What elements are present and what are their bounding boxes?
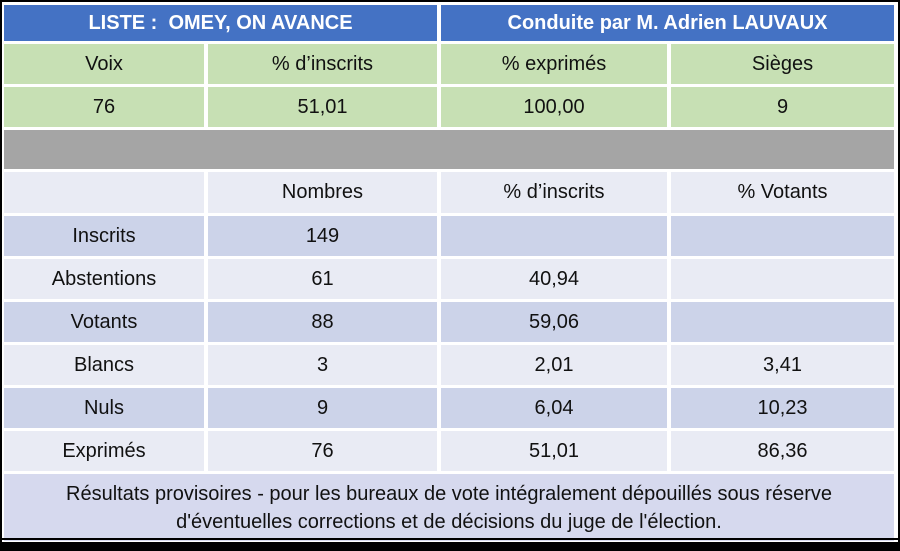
summary-header-sieges: Sièges	[671, 44, 894, 84]
list-title: LISTE : OMEY, ON AVANCE	[4, 5, 437, 41]
provisional-results-note: Résultats provisoires - pour les bureaux…	[4, 474, 894, 541]
stats-header-nombres: Nombres	[208, 172, 437, 213]
cell-abstentions-pct-inscrits: 40,94	[441, 259, 667, 299]
cell-nuls-pct-inscrits: 6,04	[441, 388, 667, 428]
summary-header-pct-exprimes: % exprimés	[441, 44, 667, 84]
summary-value-pct-exprimes: 100,00	[441, 87, 667, 127]
list-conductor: Conduite par M. Adrien LAUVAUX	[441, 5, 894, 41]
cell-exprimes-nombres: 76	[208, 431, 437, 471]
cell-abstentions-nombres: 61	[208, 259, 437, 299]
cell-votants-nombres: 88	[208, 302, 437, 342]
stats-header-pct-votants: % Votants	[671, 172, 894, 213]
stats-header-pct-inscrits: % d’inscrits	[441, 172, 667, 213]
cell-inscrits-pct-votants	[671, 216, 894, 256]
gray-separator-band	[4, 130, 894, 169]
row-label-abstentions: Abstentions	[4, 259, 204, 299]
summary-header-pct-inscrits: % d’inscrits	[208, 44, 437, 84]
cell-abstentions-pct-votants	[671, 259, 894, 299]
cell-inscrits-nombres: 149	[208, 216, 437, 256]
cell-exprimes-pct-inscrits: 51,01	[441, 431, 667, 471]
cell-votants-pct-inscrits: 59,06	[441, 302, 667, 342]
summary-header-voix: Voix	[4, 44, 204, 84]
cell-blancs-pct-inscrits: 2,01	[441, 345, 667, 385]
row-label-exprimes: Exprimés	[4, 431, 204, 471]
results-grid: LISTE : OMEY, ON AVANCE Conduite par M. …	[4, 5, 896, 541]
row-label-votants: Votants	[4, 302, 204, 342]
stats-header-empty	[4, 172, 204, 213]
cell-blancs-pct-votants: 3,41	[671, 345, 894, 385]
summary-value-pct-inscrits: 51,01	[208, 87, 437, 127]
table-area: LISTE : OMEY, ON AVANCE Conduite par M. …	[2, 2, 898, 541]
frame-bottom-border	[2, 538, 898, 540]
cell-nuls-pct-votants: 10,23	[671, 388, 894, 428]
cell-inscrits-pct-inscrits	[441, 216, 667, 256]
cell-exprimes-pct-votants: 86,36	[671, 431, 894, 471]
row-label-blancs: Blancs	[4, 345, 204, 385]
row-label-inscrits: Inscrits	[4, 216, 204, 256]
summary-value-sieges: 9	[671, 87, 894, 127]
row-label-nuls: Nuls	[4, 388, 204, 428]
cell-nuls-nombres: 9	[208, 388, 437, 428]
bottom-black-bar	[2, 542, 898, 551]
summary-value-voix: 76	[4, 87, 204, 127]
cell-votants-pct-votants	[671, 302, 894, 342]
cell-blancs-nombres: 3	[208, 345, 437, 385]
